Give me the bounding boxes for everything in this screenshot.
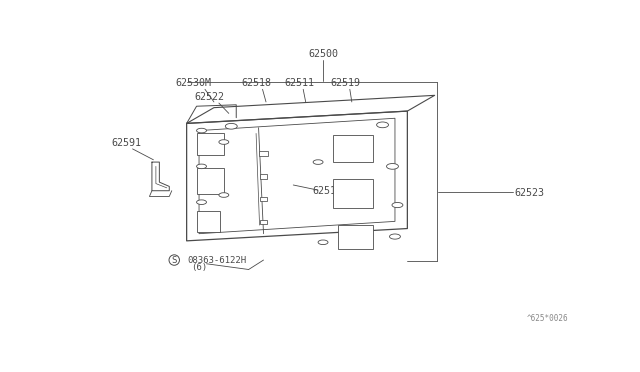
Text: 62518: 62518 — [241, 78, 271, 88]
Ellipse shape — [387, 164, 399, 169]
Bar — [260, 197, 268, 202]
Ellipse shape — [376, 122, 388, 128]
Ellipse shape — [313, 160, 323, 164]
Ellipse shape — [196, 200, 207, 205]
Bar — [196, 134, 224, 155]
Text: S: S — [172, 256, 177, 264]
Ellipse shape — [219, 140, 229, 144]
Bar — [259, 151, 268, 156]
Text: (6): (6) — [191, 263, 207, 272]
Bar — [333, 179, 372, 208]
Text: 62522: 62522 — [194, 92, 224, 102]
Ellipse shape — [196, 128, 207, 133]
Bar — [196, 211, 220, 232]
Text: 62500: 62500 — [308, 49, 338, 59]
Bar — [260, 174, 268, 179]
Bar — [333, 135, 372, 162]
Ellipse shape — [318, 240, 328, 244]
Ellipse shape — [225, 124, 237, 129]
Bar — [260, 220, 268, 224]
Text: 62530M: 62530M — [175, 78, 211, 88]
Bar — [196, 168, 224, 193]
Text: 62523: 62523 — [514, 188, 544, 198]
Text: 62515: 62515 — [312, 186, 342, 196]
Text: 62511: 62511 — [284, 78, 314, 88]
Ellipse shape — [392, 202, 403, 208]
Text: 62591: 62591 — [111, 138, 141, 148]
Text: 62519: 62519 — [331, 78, 361, 88]
Ellipse shape — [196, 164, 207, 169]
Text: 08363-6122H: 08363-6122H — [187, 256, 246, 264]
Ellipse shape — [219, 193, 229, 197]
Bar — [338, 225, 372, 250]
Text: ^625*0026: ^625*0026 — [527, 314, 568, 323]
Ellipse shape — [390, 234, 401, 239]
